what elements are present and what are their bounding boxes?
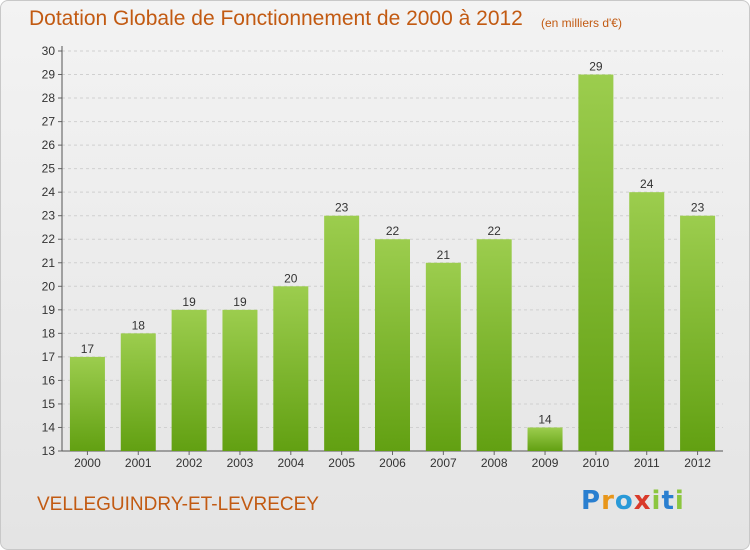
y-tick-label: 15: [42, 397, 56, 411]
data-label: 20: [284, 271, 298, 285]
data-label: 18: [132, 318, 146, 332]
x-tick-label: 2004: [277, 456, 304, 470]
x-tick-label: 2006: [379, 456, 406, 470]
bar[interactable]: [629, 192, 665, 452]
x-tick-label: 2009: [532, 456, 559, 470]
bar[interactable]: [527, 427, 563, 451]
data-label: 21: [437, 248, 451, 262]
bar[interactable]: [69, 356, 105, 451]
logo-letter: r: [601, 486, 615, 516]
y-tick-label: 17: [42, 350, 56, 364]
bar[interactable]: [425, 262, 461, 451]
proxiti-logo[interactable]: Proxiti: [581, 486, 685, 516]
bar[interactable]: [578, 74, 614, 451]
data-labels: 17 18 19 19 20 23 22 21 22 14 29 24 23: [81, 60, 705, 427]
commune-name: VELLEGUINDRY-ET-LEVRECEY: [37, 494, 319, 515]
data-label: 24: [640, 177, 654, 191]
x-tick-label: 2001: [125, 456, 152, 470]
x-tick-label: 2002: [176, 456, 203, 470]
y-tick-label: 30: [42, 44, 56, 58]
y-tick-label: 14: [42, 420, 56, 434]
chart-unit: (en milliers d'€): [541, 16, 622, 30]
x-tick-label: 2012: [684, 456, 711, 470]
data-label: 19: [182, 295, 196, 309]
y-tick-label: 28: [42, 91, 56, 105]
x-tick-label: 2010: [583, 456, 610, 470]
x-tick-label: 2008: [481, 456, 508, 470]
y-tick-label: 24: [42, 185, 56, 199]
x-tick-label: 2011: [634, 456, 660, 470]
y-tick-label: 25: [42, 162, 56, 176]
data-label: 23: [335, 201, 349, 215]
data-label: 19: [233, 295, 247, 309]
x-tick-label: 2007: [430, 456, 457, 470]
bar[interactable]: [324, 215, 360, 451]
y-tick-label: 22: [42, 232, 56, 246]
y-tick-label: 19: [42, 303, 56, 317]
y-tick-label: 21: [42, 256, 56, 270]
bar[interactable]: [680, 215, 716, 451]
bar[interactable]: [120, 333, 156, 451]
logo-letter: x: [633, 486, 652, 516]
bar[interactable]: [222, 309, 258, 451]
y-tick-label: 13: [42, 444, 56, 458]
data-label: 23: [691, 201, 705, 215]
data-label: 22: [488, 224, 502, 238]
x-tick-label: 2003: [227, 456, 254, 470]
logo-letter: i: [674, 486, 685, 516]
data-label: 17: [81, 342, 95, 356]
bar[interactable]: [171, 309, 207, 451]
data-label: 29: [589, 60, 603, 74]
y-tick-label: 29: [42, 68, 56, 82]
y-tick-label: 18: [42, 326, 56, 340]
y-tick-label: 27: [42, 115, 56, 129]
bar[interactable]: [273, 286, 309, 451]
logo-letter: o: [614, 486, 634, 516]
data-label: 14: [538, 412, 552, 426]
y-tick-label: 16: [42, 373, 56, 387]
bar[interactable]: [476, 239, 512, 451]
y-tick-label: 23: [42, 209, 56, 223]
logo-letter: i: [651, 486, 662, 516]
logo-letter: P: [581, 486, 602, 516]
data-label: 22: [386, 224, 400, 238]
x-tick-label: 2000: [74, 456, 101, 470]
bars: [69, 74, 716, 452]
x-tick-label: 2005: [328, 456, 355, 470]
y-tick-label: 20: [42, 279, 56, 293]
logo-letter: t: [661, 486, 675, 516]
chart-title: Dotation Globale de Fonctionnement de 20…: [29, 7, 523, 30]
bar[interactable]: [375, 239, 410, 451]
y-tick-label: 26: [42, 138, 56, 152]
